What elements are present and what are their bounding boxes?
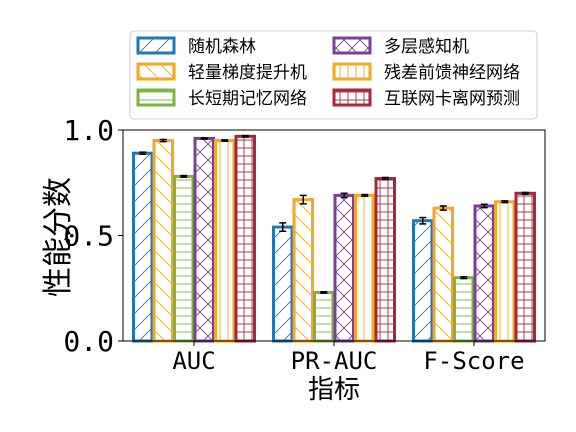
legend-item: 互联网卡离网预测: [332, 88, 520, 109]
error-bar: [279, 222, 287, 233]
y-tick-label: 0.5: [63, 220, 114, 253]
bar-随机森林-PR-AUC: [272, 225, 294, 343]
bar-多层感知机-F-Score: [473, 204, 495, 343]
y-tick-label: 0.0: [63, 325, 114, 358]
error-bar: [340, 192, 348, 199]
error-bar: [521, 191, 529, 195]
bar-随机森林-F-Score: [412, 219, 434, 343]
legend-swatch: [332, 62, 372, 81]
bar-多层感知机-AUC: [193, 136, 215, 343]
bar-残差前馈神经网络-AUC: [214, 139, 236, 343]
legend-label: 随机森林: [188, 37, 256, 57]
error-bar: [241, 134, 249, 138]
bar-互联网卡离网预测-F-Score: [514, 191, 536, 343]
error-bar: [361, 193, 369, 198]
error-bar: [439, 205, 447, 211]
error-bar: [221, 139, 229, 142]
bar-长短期记忆网络-F-Score: [453, 276, 475, 343]
bar-轻量梯度提升机-F-Score: [432, 206, 454, 343]
legend-label: 轻量梯度提升机: [188, 63, 307, 83]
legend-item: 多层感知机: [332, 36, 469, 57]
legend-label: 残差前馈神经网络: [384, 63, 520, 83]
bar-多层感知机-PR-AUC: [333, 193, 355, 343]
bars: [132, 134, 536, 343]
y-tick-label: 1.0: [63, 114, 114, 147]
x-tick-label: F-Score: [423, 347, 524, 375]
legend-label: 多层感知机: [384, 37, 469, 57]
error-bar: [480, 203, 488, 209]
legend-label: 长短期记忆网络: [188, 89, 307, 109]
error-bar: [501, 200, 509, 204]
legend-item: 残差前馈神经网络: [332, 62, 520, 83]
error-bar: [159, 138, 167, 143]
error-bar: [419, 216, 427, 225]
bar-残差前馈神经网络-F-Score: [494, 200, 516, 343]
x-tick-label: AUC: [172, 347, 215, 375]
error-bar: [180, 174, 188, 179]
axes: 0.0 0.5 1.0 AUC PR-AUC F-Score: [63, 114, 546, 375]
error-bar: [460, 276, 468, 280]
legend-swatch: [136, 36, 176, 55]
legend-label: 互联网卡离网预测: [384, 89, 520, 109]
error-bar: [200, 137, 208, 140]
legend-swatch: [136, 88, 176, 107]
bar-轻量梯度提升机-AUC: [152, 139, 174, 343]
bar-长短期记忆网络-PR-AUC: [313, 290, 335, 343]
bar-长短期记忆网络-AUC: [173, 174, 195, 343]
legend-item: 随机森林: [136, 36, 256, 57]
error-bar: [299, 194, 307, 205]
bar-互联网卡离网预测-PR-AUC: [374, 177, 396, 343]
x-axis-title: 指标: [308, 375, 360, 405]
y-axis-title: 性能分数: [41, 177, 76, 297]
bar-残差前馈神经网络-PR-AUC: [354, 193, 376, 343]
legend-swatch: [136, 62, 176, 81]
legend-item: 长短期记忆网络: [136, 88, 307, 109]
error-bar: [381, 176, 389, 181]
bar-随机森林-AUC: [132, 151, 154, 343]
bar-互联网卡离网预测-AUC: [234, 134, 256, 343]
bar-轻量梯度提升机-PR-AUC: [292, 198, 314, 343]
x-tick-label: PR-AUC: [291, 347, 378, 375]
error-bar: [320, 291, 328, 294]
legend-swatch: [332, 88, 372, 107]
error-bar: [139, 151, 147, 156]
legend-swatch: [332, 36, 372, 55]
legend-item: 轻量梯度提升机: [136, 62, 307, 83]
